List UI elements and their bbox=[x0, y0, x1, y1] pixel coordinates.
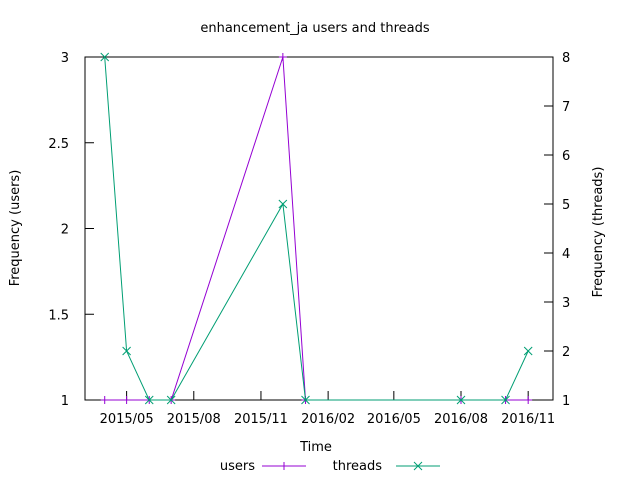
y2-tick-label: 8 bbox=[562, 51, 570, 66]
series-group bbox=[100, 52, 533, 405]
y2-tick-label: 3 bbox=[562, 296, 570, 311]
series-line-threads bbox=[104, 56, 529, 401]
y-tick-label: 2 bbox=[61, 223, 69, 238]
data-point-users bbox=[122, 396, 131, 404]
x-tick-label: 2015/11 bbox=[234, 412, 288, 427]
data-point-threads bbox=[501, 395, 510, 405]
legend-label-users: users bbox=[220, 459, 255, 474]
x-tick-label: 2016/11 bbox=[501, 412, 555, 427]
legend-marker-users bbox=[280, 462, 288, 470]
y2-axis-title: Frequency (threads) bbox=[591, 167, 606, 298]
y-tick-label: 3 bbox=[61, 51, 69, 66]
series-line-users bbox=[104, 56, 529, 401]
x-tick-labels: 2015/05 2015/08 2015/11 2016/02 2016/05 2016/… bbox=[100, 412, 556, 427]
x-tick-label: 2016/02 bbox=[301, 412, 355, 427]
y-tick-label: 1.5 bbox=[48, 308, 69, 323]
plot-border bbox=[84, 56, 554, 401]
x-tick-label: 2015/05 bbox=[100, 412, 154, 427]
data-point-threads bbox=[144, 395, 154, 405]
y2-tick-label: 5 bbox=[562, 198, 570, 213]
chart-title: enhancement_ja users and threads bbox=[200, 21, 429, 36]
x-tick-label: 2015/08 bbox=[167, 412, 221, 427]
y-tick-labels: 1 1.5 2 2.5 3 bbox=[48, 51, 69, 409]
y2-tick-label: 6 bbox=[562, 149, 570, 164]
data-point-threads bbox=[456, 395, 466, 405]
y-axis-title: Frequency (users) bbox=[8, 170, 23, 287]
y2-tick-label: 1 bbox=[562, 394, 570, 409]
y-tick-label: 2.5 bbox=[48, 137, 69, 152]
x-axis-title: Time bbox=[299, 440, 332, 455]
legend-label-threads: threads bbox=[333, 459, 383, 474]
y-tick-label: 1 bbox=[61, 394, 69, 409]
data-point-users bbox=[524, 396, 533, 404]
data-point-threads bbox=[166, 395, 176, 405]
data-point-threads bbox=[122, 346, 131, 356]
tick-marks bbox=[85, 56, 553, 401]
x-tick-label: 2016/05 bbox=[367, 412, 421, 427]
legend: users threads bbox=[220, 459, 440, 474]
data-point-threads bbox=[278, 199, 288, 209]
y2-tick-label: 7 bbox=[562, 100, 570, 115]
data-point-threads bbox=[301, 395, 310, 405]
x-tick-label: 2016/08 bbox=[434, 412, 488, 427]
data-point-users bbox=[278, 53, 287, 61]
data-point-threads bbox=[523, 346, 533, 356]
y2-tick-label: 2 bbox=[562, 345, 570, 360]
y2-tick-labels: 1 2 3 4 5 6 7 8 bbox=[562, 51, 570, 409]
data-point-threads bbox=[100, 52, 110, 62]
y2-tick-label: 4 bbox=[562, 247, 570, 262]
legend-marker-threads bbox=[413, 461, 423, 471]
data-point-users bbox=[100, 396, 109, 404]
